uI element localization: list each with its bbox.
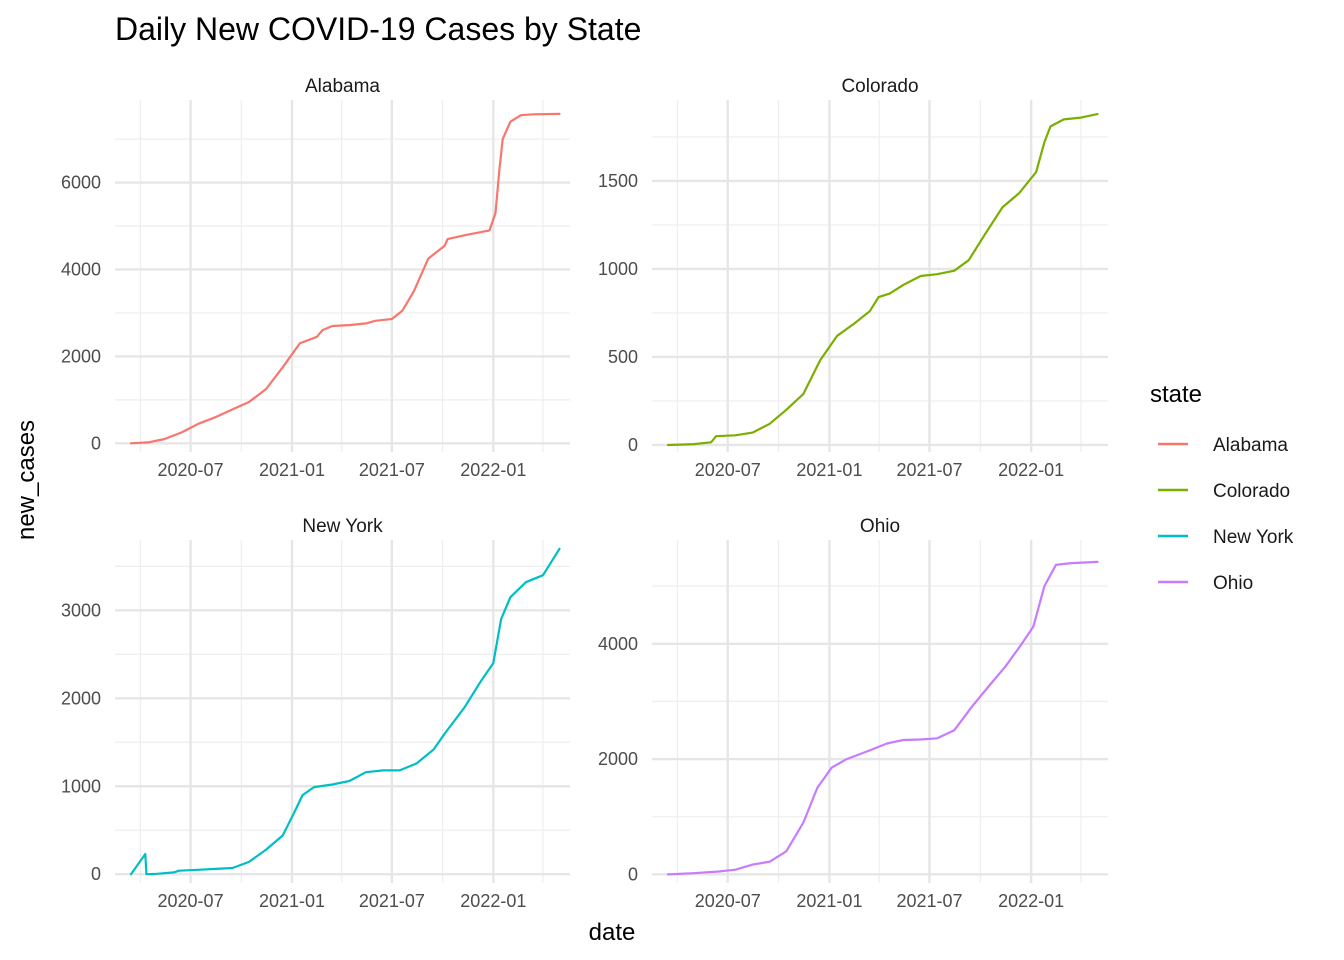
chart-title: Daily New COVID-19 Cases by State	[115, 11, 641, 47]
y-tick-label: 0	[91, 433, 101, 453]
y-tick-label: 1000	[61, 776, 101, 796]
x-tick-label: 2021-01	[259, 460, 325, 480]
y-axis-title: new_cases	[13, 420, 40, 540]
facet-panels: Alabama 0 2000 4000 6000 2020-07 2021-01 2021-0…	[61, 76, 1108, 911]
x-tick-label: 2021-01	[796, 891, 862, 911]
facet-label-ohio: Ohio	[860, 516, 900, 537]
x-tick-label: 2021-07	[359, 460, 425, 480]
legend-item-alabama: Alabama	[1158, 435, 1288, 456]
y-tick-label: 500	[608, 347, 638, 367]
y-tick-label: 4000	[598, 634, 638, 654]
series-line-colorado	[666, 113, 1099, 447]
y-tick-label: 1000	[598, 259, 638, 279]
legend-label-alabama: Alabama	[1213, 435, 1288, 456]
x-tick-label: 2020-07	[695, 460, 761, 480]
legend: state Alabama Colorado New York Ohio	[1150, 381, 1294, 594]
legend-item-new-york: New York	[1158, 527, 1294, 548]
y-tick-label: 0	[628, 864, 638, 884]
x-tick-label: 2021-01	[796, 460, 862, 480]
y-tick-label: 0	[628, 435, 638, 455]
x-tick-label: 2021-07	[896, 460, 962, 480]
facet-label-new-york: New York	[302, 516, 383, 537]
facet-new-york: New York 0 1000 2000 3000 2020-07 2021-01 2021-…	[61, 516, 570, 911]
y-tick-label: 0	[91, 864, 101, 884]
x-tick-label: 2022-01	[998, 460, 1064, 480]
series-line-new-york	[129, 547, 561, 876]
x-tick-label: 2020-07	[158, 460, 224, 480]
series-line-ohio	[666, 560, 1099, 876]
y-tick-label: 4000	[61, 259, 101, 279]
facet-label-alabama: Alabama	[305, 76, 380, 97]
legend-label-colorado: Colorado	[1213, 481, 1290, 502]
facet-colorado: Colorado 0 500 1000 1500 2020-07 2021-01 2021-0…	[598, 76, 1108, 480]
x-tick-label: 2020-07	[695, 891, 761, 911]
x-tick-label: 2022-01	[460, 891, 526, 911]
y-tick-label: 1500	[598, 171, 638, 191]
legend-item-ohio: Ohio	[1158, 573, 1253, 594]
facet-ohio: Ohio 0 2000 4000 2020-07 2021-01 2021-07 2022-0…	[598, 516, 1108, 911]
legend-item-colorado: Colorado	[1158, 481, 1290, 502]
y-tick-label: 6000	[61, 173, 101, 193]
x-tick-label: 2022-01	[998, 891, 1064, 911]
facet-alabama: Alabama 0 2000 4000 6000 2020-07 2021-01 2021-0…	[61, 76, 570, 480]
legend-title: state	[1150, 381, 1202, 408]
y-tick-label: 3000	[61, 600, 101, 620]
x-tick-label: 2021-07	[896, 891, 962, 911]
x-tick-label: 2021-07	[359, 891, 425, 911]
x-axis-title: date	[589, 919, 636, 946]
y-tick-label: 2000	[61, 688, 101, 708]
y-tick-label: 2000	[598, 749, 638, 769]
x-tick-label: 2022-01	[460, 460, 526, 480]
legend-label-new-york: New York	[1213, 527, 1294, 548]
facet-label-colorado: Colorado	[841, 76, 918, 97]
series-line-alabama	[129, 112, 561, 445]
y-tick-label: 2000	[61, 346, 101, 366]
x-tick-label: 2020-07	[158, 891, 224, 911]
legend-label-ohio: Ohio	[1213, 573, 1253, 594]
x-tick-label: 2021-01	[259, 891, 325, 911]
